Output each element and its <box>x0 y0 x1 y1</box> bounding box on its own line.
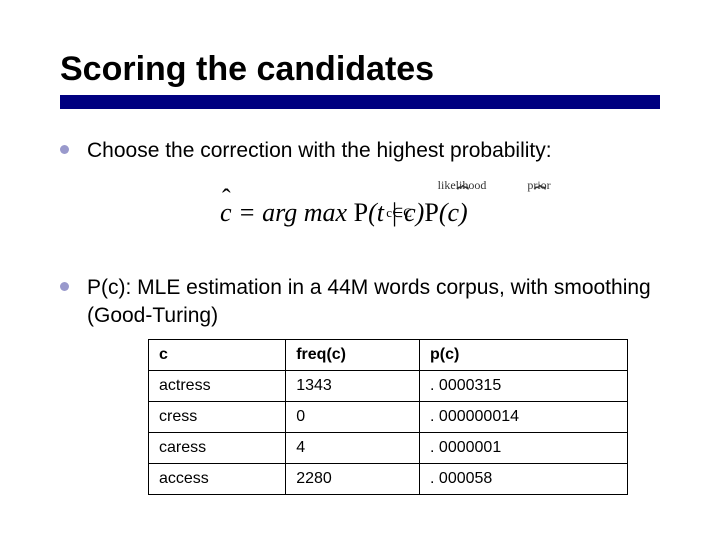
slide-title: Scoring the candidates <box>60 50 660 89</box>
bullet-2: P(c): MLE estimation in a 44M words corp… <box>60 274 660 329</box>
col-c: c <box>149 339 286 370</box>
table-row: caress 4 . 0000001 <box>149 432 628 463</box>
col-pc: p(c) <box>420 339 628 370</box>
formula-region: likelihood ⏞ prior ⏞ c = arg max P(t | c… <box>60 176 660 256</box>
bullet-1-text: Choose the correction with the highest p… <box>87 137 552 164</box>
cell: 2280 <box>286 463 420 494</box>
cell: . 000000014 <box>420 401 628 432</box>
bullet-1: Choose the correction with the highest p… <box>60 137 660 164</box>
data-table-wrap: c freq(c) p(c) actress 1343 . 0000315 cr… <box>148 339 660 495</box>
probability-table: c freq(c) p(c) actress 1343 . 0000315 cr… <box>148 339 628 495</box>
formula-subscript: c∈C <box>386 205 412 221</box>
brace-prior: prior ⏞ <box>514 178 564 201</box>
title-underline <box>60 95 660 109</box>
cell: caress <box>149 432 286 463</box>
slide-container: Scoring the candidates Choose the correc… <box>0 0 720 535</box>
formula-expression: c = arg max P(t | c)P(c) c∈C <box>220 198 500 228</box>
table-row: access 2280 . 000058 <box>149 463 628 494</box>
cell: . 0000001 <box>420 432 628 463</box>
cell: . 0000315 <box>420 370 628 401</box>
table-row: actress 1343 . 0000315 <box>149 370 628 401</box>
cell: 4 <box>286 432 420 463</box>
brace-shape-icon: ⏞ <box>514 193 564 201</box>
cell: cress <box>149 401 286 432</box>
bullet-dot-icon <box>60 145 69 154</box>
bullet-dot-icon <box>60 282 69 291</box>
table-header-row: c freq(c) p(c) <box>149 339 628 370</box>
cell: actress <box>149 370 286 401</box>
table-row: cress 0 . 000000014 <box>149 401 628 432</box>
cell: access <box>149 463 286 494</box>
col-freq: freq(c) <box>286 339 420 370</box>
cell: 1343 <box>286 370 420 401</box>
bullet-2-text: P(c): MLE estimation in a 44M words corp… <box>87 274 660 329</box>
cell: 0 <box>286 401 420 432</box>
cell: . 000058 <box>420 463 628 494</box>
